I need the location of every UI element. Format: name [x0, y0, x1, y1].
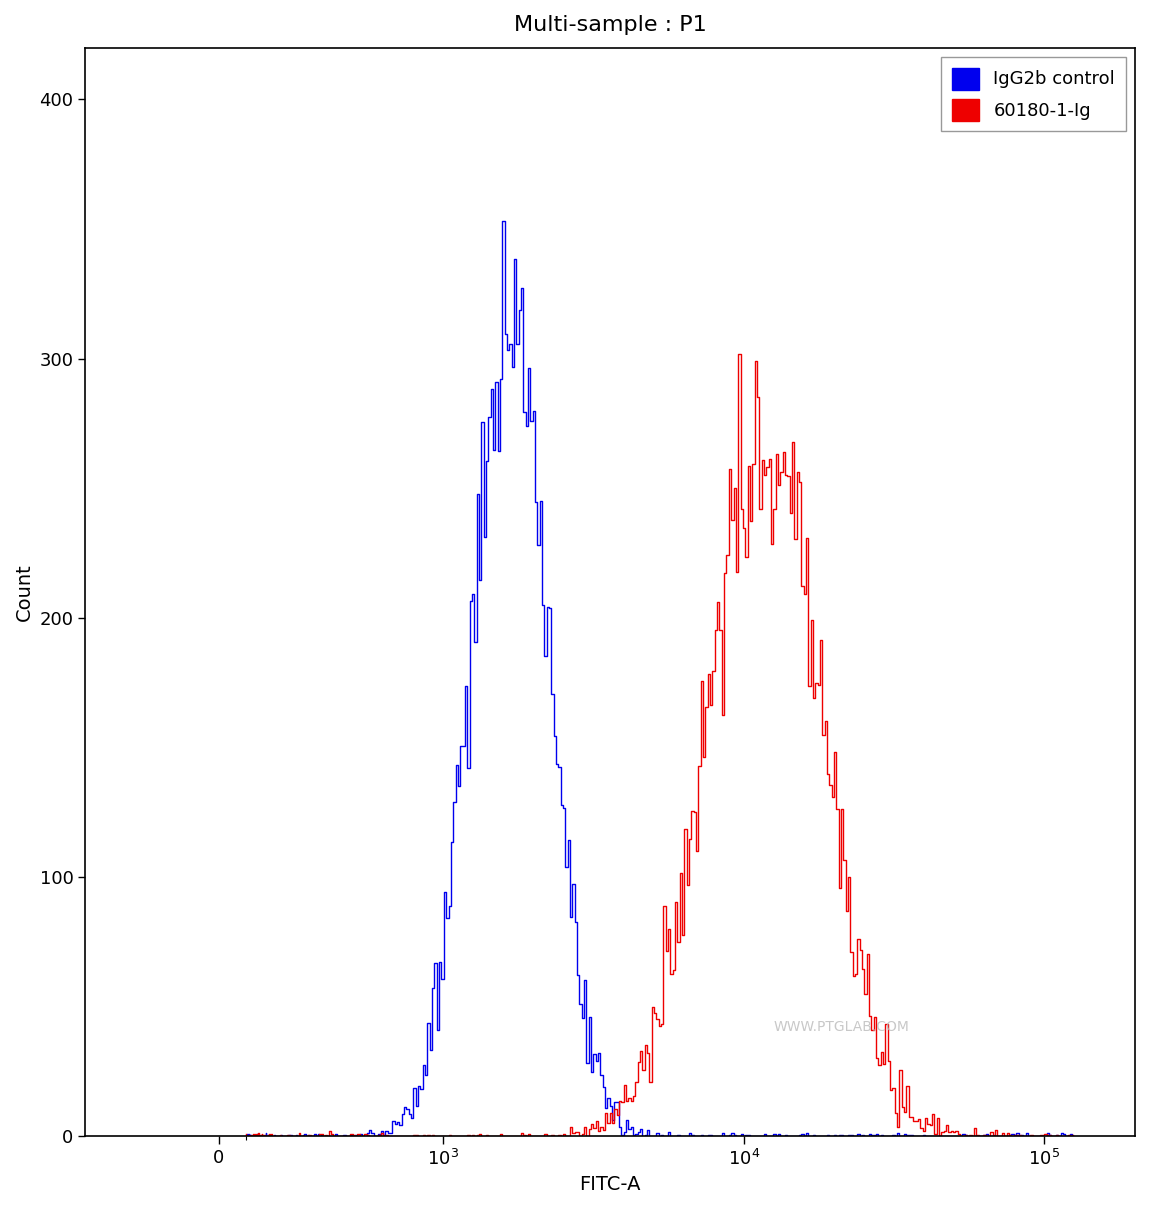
Title: Multi-sample : P1: Multi-sample : P1 [514, 15, 706, 35]
Y-axis label: Count: Count [15, 563, 34, 620]
Text: WWW.PTGLAB.COM: WWW.PTGLAB.COM [773, 1020, 908, 1035]
X-axis label: FITC-A: FITC-A [580, 1175, 641, 1194]
Legend: IgG2b control, 60180-1-Ig: IgG2b control, 60180-1-Ig [941, 57, 1126, 132]
